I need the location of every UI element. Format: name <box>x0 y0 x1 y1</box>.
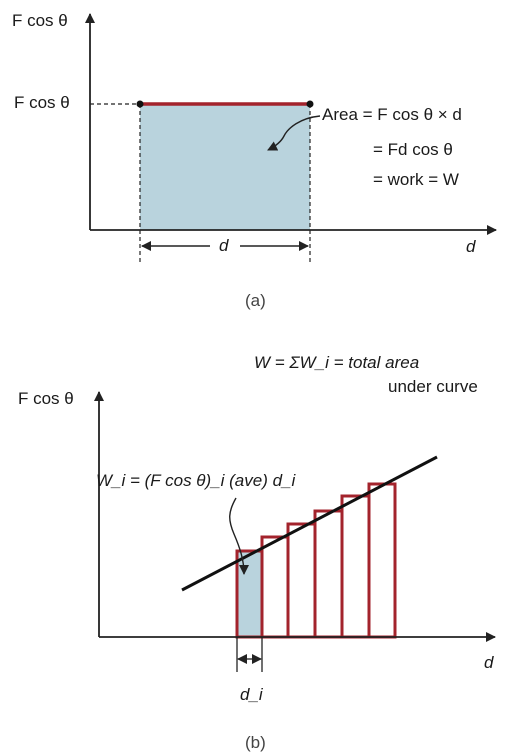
panel-b: W = ΣW_i = total area under curve F cos … <box>18 353 496 752</box>
under-curve-title: under curve <box>388 377 478 396</box>
di-label: d_i <box>240 685 264 704</box>
area-pointer-arrow <box>267 115 321 151</box>
x-axis-label-b: d <box>484 653 494 672</box>
bar-6 <box>367 482 397 639</box>
bar-4 <box>313 509 344 639</box>
work-area-rectangle <box>140 104 310 230</box>
force-start-dot <box>136 100 144 108</box>
area-line-3: = work = W <box>373 170 459 189</box>
x-axis-label-a: d <box>466 237 476 256</box>
caption-a: (a) <box>245 291 266 310</box>
wi-pointer-arrow <box>229 497 249 575</box>
bars <box>235 482 397 639</box>
y-axis-label-a: F cos θ <box>12 11 68 30</box>
y-axis-label-b: F cos θ <box>18 389 74 408</box>
force-end-dot <box>306 100 314 108</box>
shaded-bar <box>237 551 262 637</box>
width-label-d: d <box>219 236 229 255</box>
bar-2 <box>260 535 290 639</box>
area-line-1: Area = F cos θ × d <box>322 105 462 124</box>
bar-3 <box>286 522 317 639</box>
wi-label: W_i = (F cos θ)_i (ave) d_i <box>96 471 296 490</box>
force-curve-b <box>181 455 438 592</box>
total-area-title: W = ΣW_i = total area <box>254 353 419 372</box>
caption-b: (b) <box>245 733 266 752</box>
panel-a: F cos θ F cos θ d d Area = F cos θ × d =… <box>12 11 497 310</box>
area-line-2: = Fd cos θ <box>373 140 453 159</box>
y-tick-label-a: F cos θ <box>14 93 70 112</box>
bar-5 <box>340 494 371 639</box>
